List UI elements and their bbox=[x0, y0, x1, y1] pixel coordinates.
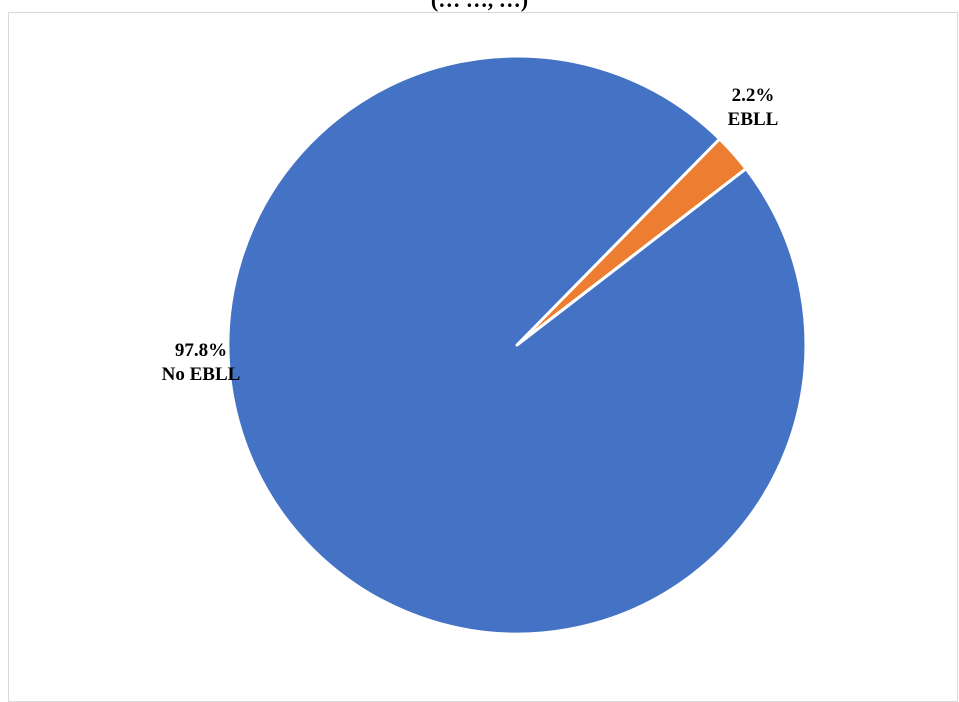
chart-title: (… …, …) bbox=[0, 0, 959, 12]
slice-label-ebll-name: EBLL bbox=[728, 109, 779, 130]
pie-chart: 2.2% EBLL 97.8% No EBLL bbox=[162, 54, 808, 636]
pie-slice-no-ebll bbox=[226, 54, 808, 636]
slice-label-ebll-value: 2.2% bbox=[732, 85, 775, 106]
slice-label-no-ebll-name: No EBLL bbox=[162, 364, 241, 385]
slice-label-no-ebll-value: 97.8% bbox=[175, 340, 227, 361]
